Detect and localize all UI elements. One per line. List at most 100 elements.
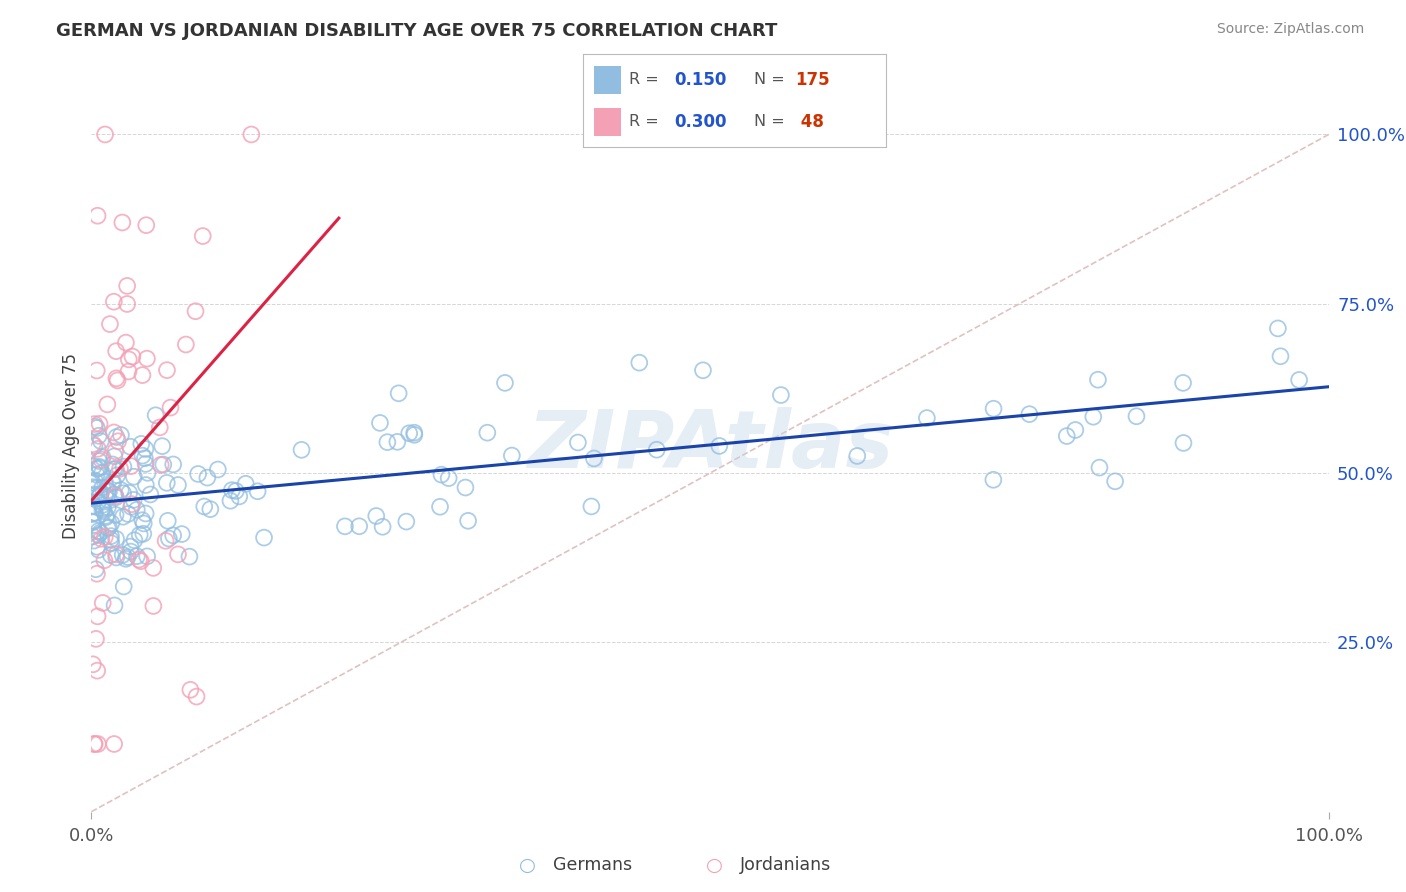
- Point: [1018, 407, 1040, 421]
- Point: [347, 519, 370, 533]
- Point: [100, 533, 122, 547]
- Point: [86, 462, 108, 476]
- Point: [89, 488, 111, 502]
- Point: [179, 682, 201, 697]
- Point: [111, 509, 134, 524]
- Point: [371, 520, 394, 534]
- Point: [1088, 460, 1111, 475]
- Point: [83, 417, 105, 431]
- Point: [83, 506, 105, 520]
- Point: [983, 401, 1005, 416]
- Text: ○: ○: [706, 855, 723, 875]
- Point: [86, 540, 108, 554]
- Point: [157, 532, 180, 546]
- Point: [120, 440, 142, 454]
- Point: [246, 484, 269, 499]
- Point: [83, 533, 105, 548]
- Point: [87, 737, 110, 751]
- Point: [149, 420, 172, 434]
- Point: [115, 297, 138, 311]
- Point: [82, 657, 104, 672]
- Point: [111, 215, 134, 229]
- Point: [120, 544, 142, 558]
- Point: [159, 401, 181, 415]
- Point: [132, 516, 155, 531]
- Point: [200, 502, 222, 516]
- Text: 0.300: 0.300: [675, 113, 727, 131]
- Point: [388, 386, 411, 401]
- Point: [118, 352, 141, 367]
- Point: [86, 609, 108, 624]
- Point: [225, 483, 247, 498]
- Point: [136, 466, 159, 480]
- Point: [87, 542, 110, 557]
- Point: [100, 529, 122, 543]
- Point: [149, 458, 172, 472]
- Point: [121, 350, 143, 364]
- Point: [100, 536, 122, 550]
- Text: 48: 48: [796, 113, 824, 131]
- Point: [83, 458, 105, 473]
- Point: [82, 480, 104, 494]
- Point: [437, 471, 460, 485]
- Text: 175: 175: [796, 70, 830, 88]
- Point: [82, 515, 104, 529]
- Point: [104, 489, 127, 503]
- Point: [104, 462, 127, 476]
- Point: [83, 737, 105, 751]
- FancyBboxPatch shape: [595, 108, 621, 136]
- Point: [404, 425, 426, 440]
- Point: [94, 510, 117, 524]
- Point: [228, 490, 250, 504]
- Text: R =: R =: [628, 72, 664, 87]
- Point: [1171, 376, 1194, 390]
- Point: [90, 452, 112, 467]
- Point: [1270, 349, 1292, 363]
- Point: [135, 457, 157, 471]
- Text: Source: ZipAtlas.com: Source: ZipAtlas.com: [1216, 22, 1364, 37]
- Point: [105, 550, 128, 565]
- Point: [1087, 373, 1109, 387]
- Text: 0.150: 0.150: [675, 70, 727, 88]
- Point: [87, 429, 110, 443]
- Point: [87, 524, 110, 538]
- Point: [86, 467, 108, 482]
- Point: [129, 554, 152, 568]
- Point: [131, 368, 153, 383]
- Point: [100, 516, 122, 530]
- Point: [98, 317, 121, 331]
- Point: [84, 562, 107, 576]
- Point: [103, 294, 125, 309]
- Point: [1288, 373, 1310, 387]
- Point: [104, 491, 127, 505]
- Point: [91, 481, 114, 495]
- Point: [1267, 321, 1289, 335]
- Point: [83, 419, 105, 434]
- Point: [86, 664, 108, 678]
- Point: [103, 737, 125, 751]
- Point: [91, 502, 114, 516]
- Point: [91, 466, 114, 480]
- Point: [89, 454, 111, 468]
- Point: [112, 486, 135, 500]
- Point: [915, 411, 938, 425]
- Point: [152, 458, 174, 472]
- Point: [162, 458, 184, 472]
- Point: [96, 492, 118, 507]
- Point: [187, 467, 209, 481]
- Text: Jordanians: Jordanians: [740, 856, 831, 874]
- Point: [1104, 475, 1126, 489]
- Point: [136, 549, 159, 564]
- Point: [207, 462, 229, 476]
- Point: [132, 526, 155, 541]
- Point: [94, 488, 117, 502]
- Point: [98, 484, 121, 499]
- Point: [94, 508, 117, 523]
- Point: [93, 553, 115, 567]
- Point: [89, 461, 111, 475]
- Point: [122, 492, 145, 507]
- Point: [162, 528, 184, 542]
- Point: [235, 476, 257, 491]
- Point: [134, 451, 156, 466]
- Point: [89, 459, 111, 474]
